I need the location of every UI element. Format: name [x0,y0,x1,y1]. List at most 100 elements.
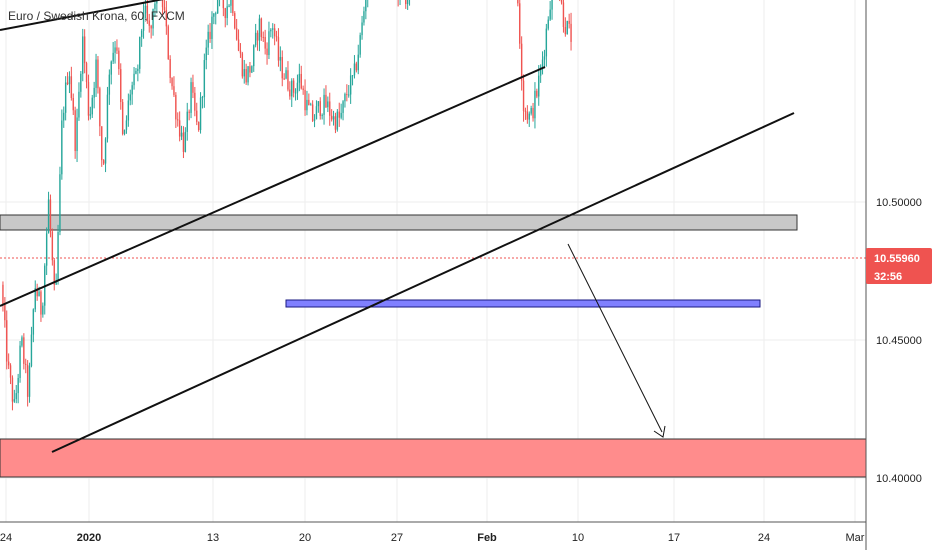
candle-body [357,54,359,71]
candle-body [192,82,194,93]
candle-body [207,31,209,48]
candle-body [264,36,266,49]
candle-body [317,101,320,107]
candle-body [101,126,103,161]
support-line[interactable] [285,299,761,308]
candle-body [275,36,278,38]
candle-body [568,20,570,24]
candle-body [298,73,301,83]
candle-body [256,32,259,41]
candle-body [154,3,156,9]
candle-body [116,47,118,51]
candle-body [80,73,82,92]
candle-body [47,199,50,234]
candle-body [564,27,567,35]
candle-body [38,291,40,297]
candle-body [321,114,323,116]
candle-body [110,61,112,75]
candle-body [517,0,519,4]
candle-body [349,75,352,95]
candle-body [148,20,150,26]
candle-body [253,45,255,67]
candle-body [91,97,93,115]
candle-body [562,2,565,28]
candle-body [23,337,25,364]
candle-body [351,75,354,77]
candle-body [152,8,154,29]
candle-body [137,68,139,71]
candle-body [332,116,335,120]
candle-body [323,94,325,115]
top-left-trend-line[interactable] [0,0,190,31]
candle-body [83,36,86,64]
projection-arrow[interactable] [567,243,663,433]
candle-body [32,309,35,335]
candle-body [230,0,232,6]
candle-body [281,57,283,79]
candle-body [82,36,84,74]
candle-body [150,25,152,29]
time-tick-label: 17 [668,532,680,544]
candle-body [270,29,272,32]
channel-lower-line[interactable] [51,112,795,453]
candle-body [26,364,29,397]
candle-body [64,82,67,113]
candle-body [215,13,217,15]
candle-body [99,88,101,127]
candle-body [237,39,240,51]
candle-body [127,100,130,121]
candle-body [161,0,164,8]
candle-body [133,73,135,86]
candle-body [330,115,333,120]
time-tick-label: 10 [572,532,584,544]
candle-body [304,89,306,111]
candle-body [570,23,572,42]
candle-body [93,87,95,98]
candle-body [266,48,268,56]
candle-body [355,63,358,71]
candle-body [59,174,61,233]
candle-body [226,6,228,19]
candle-body [300,73,302,89]
candle-body [184,131,187,152]
candle-body [53,260,55,285]
candle-body [359,35,361,55]
candle-body [524,110,527,112]
candle-body [125,120,128,130]
candle-body [139,36,141,69]
candle-body [294,92,297,94]
candle-body [534,90,536,119]
candle-body [51,231,54,261]
candle-body [28,366,31,397]
time-tick-label: 20 [299,532,311,544]
time-tick-label: 13 [207,532,219,544]
candle-body [34,288,36,310]
candle-body [89,114,92,116]
candle-body [566,20,568,35]
candle-body [7,361,10,366]
demand-zone[interactable] [0,438,867,478]
candle-body [19,345,21,378]
candle-body [45,233,48,266]
candle-body [239,50,242,54]
candle-body [306,99,308,111]
candle-body [319,101,321,116]
candle-body [313,119,316,121]
time-tick-label: Mar [846,532,865,544]
resistance-zone[interactable] [0,214,798,231]
channel-upper-line[interactable] [0,66,546,307]
candle-body [156,0,158,4]
candle-body [249,66,251,73]
candle-body [142,13,145,31]
candle-body [302,88,304,90]
candle-body [2,284,4,305]
candle-body [262,36,264,38]
candle-body [171,77,173,87]
candle-body [547,19,549,29]
candle-body [197,121,200,130]
candle-body [228,5,230,7]
candle-body [289,89,291,97]
candle-body [112,52,114,62]
time-tick-label: Feb [477,532,497,544]
